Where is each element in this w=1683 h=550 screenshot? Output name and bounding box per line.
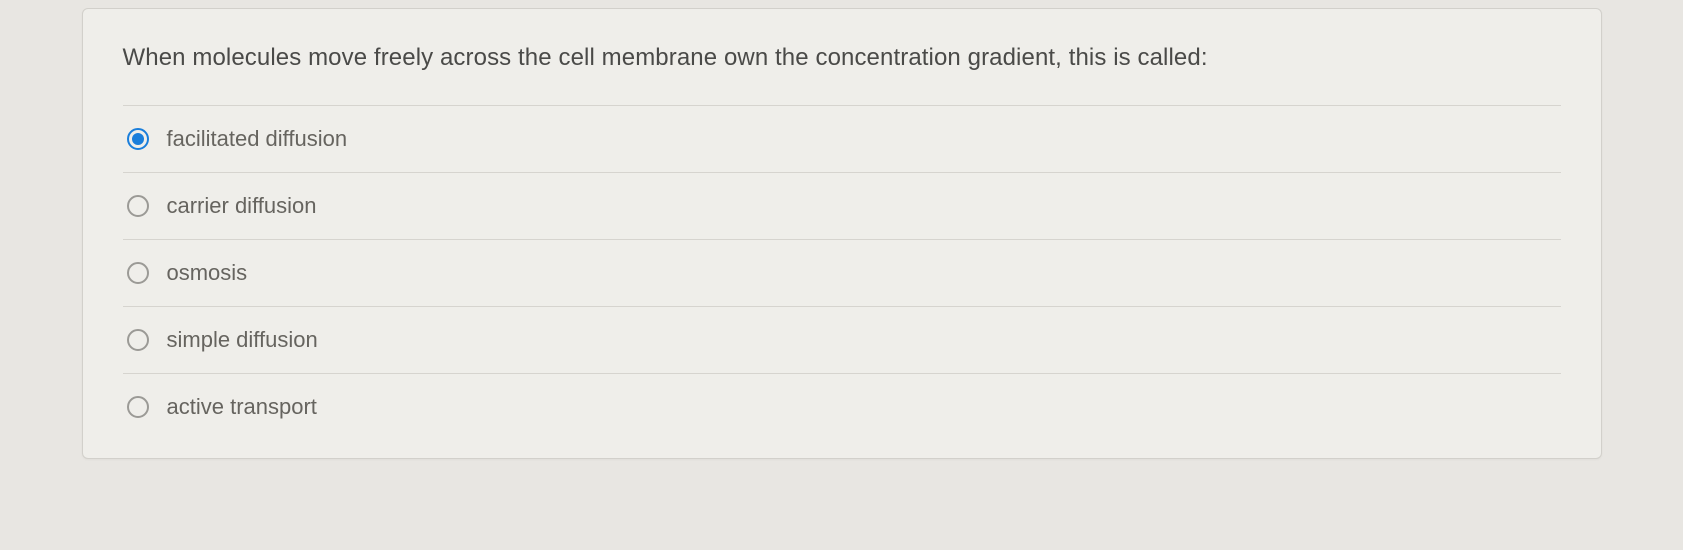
option-label: simple diffusion <box>167 327 318 353</box>
option-row[interactable]: simple diffusion <box>123 306 1561 373</box>
option-label: carrier diffusion <box>167 193 317 219</box>
option-label: osmosis <box>167 260 248 286</box>
option-label: active transport <box>167 394 317 420</box>
option-row[interactable]: active transport <box>123 373 1561 440</box>
option-row[interactable]: carrier diffusion <box>123 172 1561 239</box>
option-row[interactable]: facilitated diffusion <box>123 105 1561 172</box>
option-row[interactable]: osmosis <box>123 239 1561 306</box>
option-label: facilitated diffusion <box>167 126 348 152</box>
radio-icon[interactable] <box>127 262 149 284</box>
radio-icon[interactable] <box>127 329 149 351</box>
radio-icon[interactable] <box>127 128 149 150</box>
question-card: When molecules move freely across the ce… <box>82 8 1602 459</box>
radio-icon[interactable] <box>127 396 149 418</box>
options-list: facilitated diffusion carrier diffusion … <box>123 105 1561 440</box>
question-text: When molecules move freely across the ce… <box>123 37 1561 79</box>
radio-icon[interactable] <box>127 195 149 217</box>
